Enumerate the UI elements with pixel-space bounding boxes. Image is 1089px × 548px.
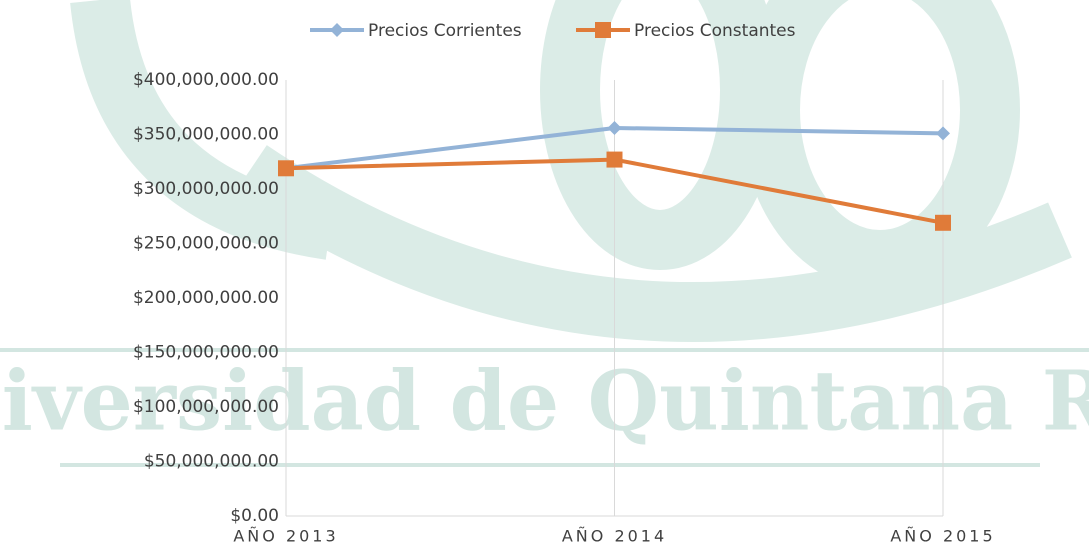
legend-label: Precios Constantes [634,21,796,41]
point [608,121,622,135]
point [935,215,951,231]
y-tick-label: $0.00 [230,506,279,526]
x-tick-label: AÑO 2013 [233,527,338,546]
y-tick-label: $300,000,000.00 [133,179,279,199]
y-tick-label: $350,000,000.00 [133,125,279,145]
y-tick-label: $50,000,000.00 [144,452,279,472]
point [278,160,294,176]
y-tick-label: $100,000,000.00 [133,397,279,417]
point [607,152,623,168]
legend-marker [595,22,611,38]
y-tick-label: $400,000,000.00 [133,70,279,90]
legend-marker [330,23,344,37]
y-tick-label: $200,000,000.00 [133,288,279,308]
point [936,126,950,140]
chart: Universidad de Quintana Roo $0.00$50,000… [0,0,1089,548]
x-tick-label: AÑO 2014 [562,527,667,546]
y-tick-label: $150,000,000.00 [133,343,279,363]
y-tick-label: $250,000,000.00 [133,234,279,254]
watermark-logo [100,0,1060,312]
legend-label: Precios Corrientes [368,21,522,41]
x-tick-label: AÑO 2015 [890,527,995,546]
